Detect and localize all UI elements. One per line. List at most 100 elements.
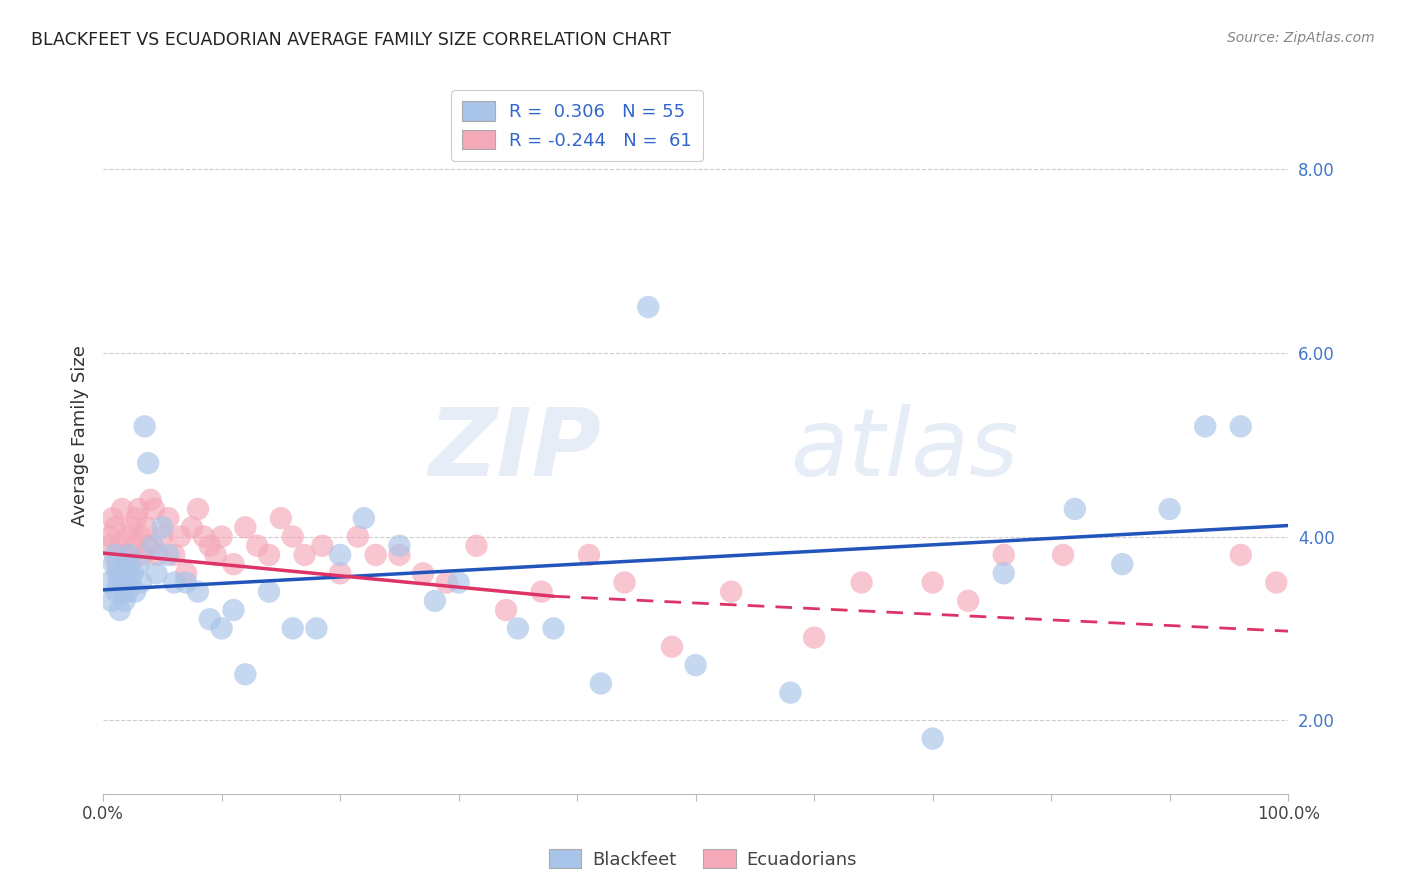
Point <box>506 621 529 635</box>
Point <box>388 539 411 553</box>
Point <box>115 530 138 544</box>
Point <box>128 557 150 571</box>
Point <box>104 548 127 562</box>
Point <box>1111 557 1133 571</box>
Point <box>114 594 136 608</box>
Point <box>135 520 157 534</box>
Point <box>187 502 209 516</box>
Point <box>257 548 280 562</box>
Point <box>281 621 304 635</box>
Point <box>436 575 458 590</box>
Point <box>257 584 280 599</box>
Point <box>578 548 600 562</box>
Point <box>105 566 128 581</box>
Point <box>157 511 180 525</box>
Point <box>107 575 129 590</box>
Point <box>150 520 173 534</box>
Point <box>495 603 517 617</box>
Point <box>122 539 145 553</box>
Point <box>143 502 166 516</box>
Point <box>270 511 292 525</box>
Text: BLACKFEET VS ECUADORIAN AVERAGE FAMILY SIZE CORRELATION CHART: BLACKFEET VS ECUADORIAN AVERAGE FAMILY S… <box>31 31 671 49</box>
Point <box>111 584 134 599</box>
Legend: R =  0.306   N = 55, R = -0.244   N =  61: R = 0.306 N = 55, R = -0.244 N = 61 <box>451 90 703 161</box>
Point <box>1229 419 1251 434</box>
Text: atlas: atlas <box>790 404 1019 495</box>
Point <box>129 575 152 590</box>
Point <box>589 676 612 690</box>
Point <box>465 539 488 553</box>
Point <box>281 530 304 544</box>
Point <box>111 502 134 516</box>
Point <box>311 539 333 553</box>
Point <box>134 419 156 434</box>
Point <box>142 539 165 553</box>
Point <box>101 511 124 525</box>
Point <box>637 300 659 314</box>
Point <box>364 548 387 562</box>
Point <box>233 520 256 534</box>
Point <box>412 566 434 581</box>
Point <box>246 539 269 553</box>
Point <box>136 539 159 553</box>
Point <box>163 575 186 590</box>
Point <box>117 584 139 599</box>
Point <box>108 603 131 617</box>
Point <box>112 575 135 590</box>
Point <box>174 566 197 581</box>
Point <box>347 530 370 544</box>
Point <box>921 731 943 746</box>
Point <box>193 530 215 544</box>
Point <box>125 511 148 525</box>
Point <box>851 575 873 590</box>
Point <box>132 548 155 562</box>
Point <box>118 557 141 571</box>
Point <box>187 584 209 599</box>
Point <box>305 621 328 635</box>
Point <box>163 548 186 562</box>
Point <box>104 520 127 534</box>
Point <box>353 511 375 525</box>
Point <box>157 548 180 562</box>
Point <box>294 548 316 562</box>
Point <box>98 575 121 590</box>
Point <box>661 640 683 654</box>
Point <box>108 539 131 553</box>
Point <box>128 502 150 516</box>
Point <box>97 539 120 553</box>
Point <box>211 621 233 635</box>
Point <box>1229 548 1251 562</box>
Point <box>136 456 159 470</box>
Point <box>329 548 352 562</box>
Point <box>105 557 128 571</box>
Point <box>921 575 943 590</box>
Point <box>150 530 173 544</box>
Point <box>388 548 411 562</box>
Point <box>198 539 221 553</box>
Point <box>957 594 980 608</box>
Point <box>1159 502 1181 516</box>
Point <box>139 492 162 507</box>
Point <box>105 584 128 599</box>
Point <box>103 557 125 571</box>
Point <box>993 566 1015 581</box>
Point <box>543 621 565 635</box>
Point <box>169 530 191 544</box>
Point <box>613 575 636 590</box>
Point <box>98 530 121 544</box>
Point <box>803 631 825 645</box>
Point <box>1052 548 1074 562</box>
Y-axis label: Average Family Size: Average Family Size <box>72 345 89 526</box>
Point <box>423 594 446 608</box>
Point <box>145 566 167 581</box>
Point <box>198 612 221 626</box>
Point <box>120 575 142 590</box>
Point <box>779 686 801 700</box>
Point <box>114 557 136 571</box>
Point <box>222 557 245 571</box>
Point <box>222 603 245 617</box>
Point <box>993 548 1015 562</box>
Point <box>181 520 204 534</box>
Point <box>233 667 256 681</box>
Point <box>115 566 138 581</box>
